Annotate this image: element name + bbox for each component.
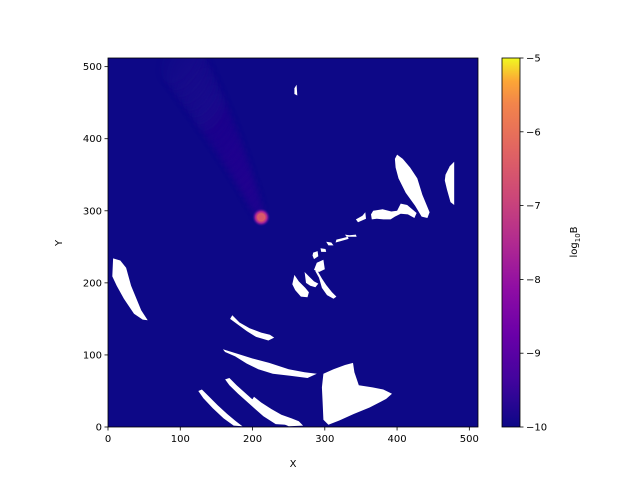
masked-region (444, 161, 455, 205)
x-tick-label: 100 (171, 434, 190, 445)
y-axis-label: Y (54, 239, 65, 247)
masked-region (371, 203, 417, 220)
y-axis-ticks: 0 100 200 300 400 500 (83, 62, 108, 434)
masked-region (315, 268, 337, 299)
masked-region (320, 248, 327, 252)
x-axis-ticks: 0 100 200 300 400 500 (105, 427, 479, 445)
masked-region (294, 84, 298, 96)
y-tick-label: 100 (83, 350, 102, 361)
y-tick-label: 300 (83, 206, 102, 217)
y-tick-label: 400 (83, 134, 102, 145)
masked-region (225, 378, 286, 425)
masked-regions (112, 84, 455, 427)
masked-region (304, 272, 319, 288)
colorbar-gradient (501, 57, 521, 428)
colorbar-tick-label: −8 (526, 275, 541, 286)
y-tick-label: 200 (83, 278, 102, 289)
masked-region (198, 389, 243, 427)
colorbar-label-base: log (569, 242, 580, 257)
masked-region (222, 349, 317, 378)
colorbar-tick-label: −5 (526, 54, 541, 65)
plume-layer (160, 58, 264, 217)
plume-blob (160, 58, 200, 84)
masked-region (355, 212, 366, 223)
masked-region (230, 315, 275, 341)
masked-region (314, 259, 325, 272)
masked-region (112, 258, 148, 321)
y-tick-label: 0 (96, 423, 102, 434)
masked-region (394, 154, 430, 218)
masked-region (335, 236, 349, 243)
x-axis-label: X (290, 459, 297, 470)
plot-area: 0 100 200 300 400 500 0 100 200 300 400 500 X Y (54, 57, 479, 470)
masked-region (321, 362, 392, 425)
colorbar-label: log10B (569, 226, 582, 257)
x-tick-label: 300 (315, 434, 334, 445)
plot-frame (107, 57, 479, 428)
masked-region (326, 241, 334, 246)
colorbar-ticks: −10 −9 −8 −7 −6 −5 (520, 54, 547, 434)
masked-region (292, 274, 309, 298)
colorbar-label-sub: 10 (574, 233, 582, 242)
x-tick-label: 200 (243, 434, 262, 445)
colorbar: −10 −9 −8 −7 −6 −5 log10B (501, 54, 582, 434)
x-tick-label: 400 (388, 434, 407, 445)
x-tick-label: 0 (105, 434, 111, 445)
colorbar-tick-label: −9 (526, 349, 541, 360)
heatmap-background (108, 58, 478, 427)
colorbar-tick-label: −6 (526, 127, 541, 138)
hotspot-layer (252, 208, 271, 227)
masked-region (251, 396, 304, 427)
x-tick-label: 500 (460, 434, 479, 445)
y-tick-label: 500 (83, 62, 102, 73)
colorbar-label-tail: B (569, 226, 580, 233)
colorbar-tick-label: −10 (526, 423, 547, 434)
masked-region (345, 234, 357, 237)
masked-region (312, 251, 319, 260)
hotspot-core (258, 214, 265, 221)
colorbar-tick-label: −7 (526, 201, 541, 212)
